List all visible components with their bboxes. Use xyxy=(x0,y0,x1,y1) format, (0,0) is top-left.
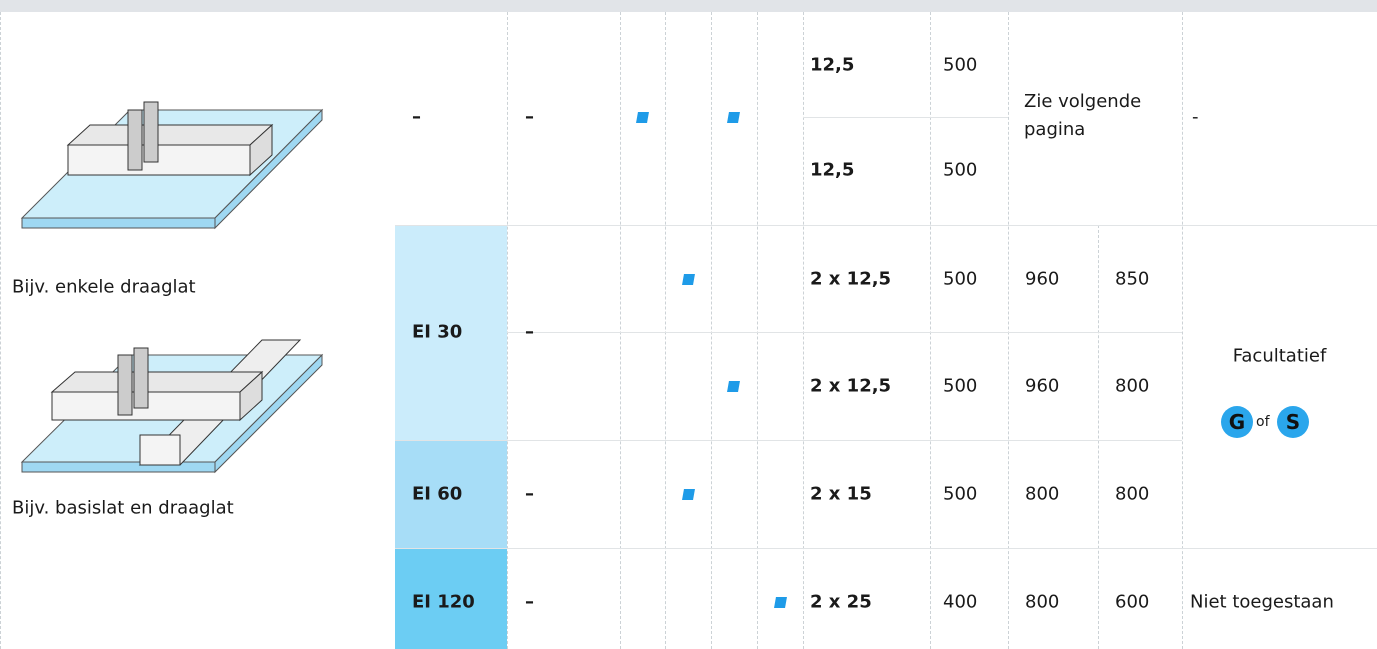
cell: Zie volgende pagina xyxy=(1024,91,1142,140)
caption: Bijv. enkele draaglat xyxy=(12,276,196,298)
cell: 850 xyxy=(1115,268,1150,290)
cell: 500 xyxy=(943,54,978,76)
ei120-cell xyxy=(395,548,507,649)
cell: 800 xyxy=(1025,483,1060,505)
col-line xyxy=(803,12,804,649)
cell: 500 xyxy=(943,483,978,505)
cell: EI 120 xyxy=(412,591,475,613)
col-line xyxy=(665,12,666,649)
cell: Facultatief xyxy=(1232,345,1327,367)
cell: – xyxy=(525,591,534,613)
check-icon xyxy=(636,112,649,123)
row-line xyxy=(507,332,1182,333)
cell: 600 xyxy=(1115,591,1150,613)
col-line xyxy=(1098,225,1099,649)
cell: – xyxy=(525,321,534,343)
cell: 800 xyxy=(1025,591,1060,613)
cell: 12,5 xyxy=(810,54,855,76)
col-line xyxy=(930,12,931,649)
cell: 12,5 xyxy=(810,159,855,181)
illustrations xyxy=(20,101,324,474)
badge-joiner: of xyxy=(1256,414,1270,430)
row-line xyxy=(395,225,1377,226)
cell: 2 x 25 xyxy=(810,591,872,613)
cell: - xyxy=(1192,106,1199,128)
cell: 960 xyxy=(1025,375,1060,397)
top-bar xyxy=(0,0,1377,12)
col-line xyxy=(711,12,712,649)
col-line xyxy=(1008,12,1009,649)
col-line xyxy=(620,12,621,649)
cell: 800 xyxy=(1115,375,1150,397)
cell: 2 x 15 xyxy=(810,483,872,505)
cell: 400 xyxy=(943,591,978,613)
cell: EI 60 xyxy=(412,483,463,505)
cell: 500 xyxy=(943,159,978,181)
border xyxy=(0,12,1,649)
illustration-2 xyxy=(20,339,324,474)
cell: 2 x 12,5 xyxy=(810,268,892,290)
check-icon xyxy=(727,381,740,392)
cell: 2 x 12,5 xyxy=(810,375,892,397)
row-line xyxy=(803,117,1008,118)
cell: – xyxy=(412,106,421,128)
cell: 800 xyxy=(1115,483,1150,505)
check-icon xyxy=(774,597,787,608)
badge: G xyxy=(1221,406,1253,438)
cell: – xyxy=(525,106,534,128)
cell: – xyxy=(525,483,534,505)
col-line xyxy=(1182,12,1183,649)
badge: S xyxy=(1277,406,1309,438)
ei60-cell xyxy=(395,440,507,548)
row-line xyxy=(395,440,1182,441)
check-icon xyxy=(727,112,740,123)
cell: Niet toegestaan xyxy=(1190,591,1334,613)
cell: 500 xyxy=(943,268,978,290)
check-icon xyxy=(682,489,695,500)
row-line xyxy=(395,548,1377,549)
illustration-1 xyxy=(20,101,324,230)
cell: EI 30 xyxy=(412,321,463,343)
cell: 500 xyxy=(943,375,978,397)
check-icon xyxy=(682,274,695,285)
caption: Bijv. basislat en draaglat xyxy=(12,497,234,519)
ei30-cell xyxy=(395,225,507,440)
cell: 960 xyxy=(1025,268,1060,290)
col-line xyxy=(507,12,508,649)
col-line xyxy=(757,12,758,649)
